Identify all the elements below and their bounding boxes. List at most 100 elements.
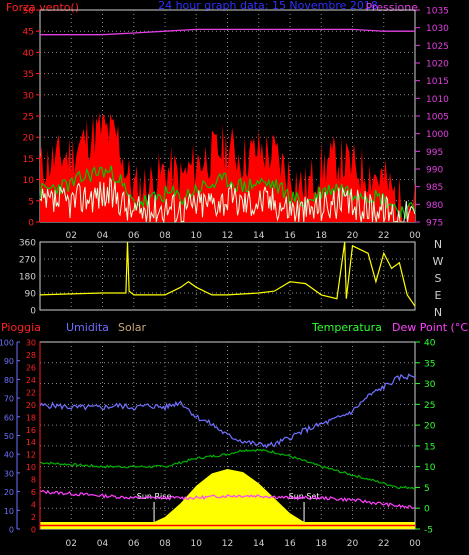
direction-axis-ticks: 0 90 180 270 360: [19, 239, 36, 317]
wind-direction-series-line: [39, 241, 416, 307]
wind-tick-label: 40: [23, 49, 35, 59]
pressure-tick-label: 1000: [426, 130, 449, 140]
pressure-tick-label: 1020: [426, 60, 449, 70]
rain-tick-label: 28: [26, 351, 36, 360]
hour-tick-label: 22: [378, 539, 389, 549]
wind-tick-label: 5: [28, 197, 34, 207]
sunrise-label: Sun Rise: [137, 492, 172, 501]
pressure-tick-label: 995: [426, 148, 443, 158]
wind-tick-label: 45: [23, 28, 34, 38]
wind-speed-line: [39, 176, 416, 224]
humidity-axis-label: Umidita: [66, 321, 109, 334]
pressure-series-line: [40, 28, 415, 36]
hour-tick-label: 22: [378, 231, 389, 241]
hour-tick-label: 02: [66, 231, 77, 241]
wind-tick-label: 30: [23, 91, 35, 101]
pressure-tick-label: 1015: [426, 77, 449, 87]
humidity-tick-label: 70: [4, 395, 14, 404]
wind-tick-label: 50: [23, 7, 35, 17]
pressure-axis-ticks: 975 980 985 990 995 1000 1005 1010 1015 1020 1025 1…: [415, 7, 449, 229]
humidity-tick-label: 80: [4, 376, 14, 385]
rain-tick-label: 30: [26, 339, 36, 348]
temperature-tick-label: 30: [424, 380, 436, 390]
temperature-tick-label: 15: [424, 442, 435, 452]
solar-axis-label: Solar: [118, 321, 147, 334]
humidity-tick-label: 10: [4, 507, 14, 516]
hour-tick-label: 04: [97, 539, 109, 549]
direction-tick-label: 360: [19, 239, 36, 249]
hour-labels-top: 02 04 06 08 10 12 14 16 18 20 22 00: [66, 231, 421, 241]
wind-axis-label: Forza vento(): [6, 1, 79, 14]
wind-tick-label: 20: [23, 134, 35, 144]
rain-tick-label: 8: [31, 476, 36, 485]
humidity-tick-label: 100: [0, 339, 14, 348]
rain-tick-label: 10: [26, 463, 36, 472]
sunset-label: Sun Set: [289, 492, 320, 501]
dew-point-series-line: [39, 489, 416, 509]
hour-tick-label: 12: [222, 231, 233, 241]
wind-tick-label: 25: [23, 113, 34, 123]
temperature-grid: [40, 342, 415, 529]
wind-tick-label: 0: [28, 219, 34, 229]
temperature-tick-label: 25: [424, 401, 435, 411]
rain-tick-label: 22: [26, 388, 36, 397]
rain-tick-label: 20: [26, 401, 36, 410]
pressure-tick-label: 990: [426, 166, 443, 176]
rain-tick-label: 16: [26, 426, 36, 435]
humidity-tick-label: 30: [4, 469, 14, 478]
rain-tick-label: 26: [26, 363, 36, 372]
hour-tick-label: 16: [284, 231, 296, 241]
rain-tick-label: 24: [26, 376, 36, 385]
direction-grid: [40, 242, 415, 310]
rain-tick-label: 14: [26, 438, 36, 447]
wind-tick-label: 35: [23, 70, 34, 80]
humidity-tick-label: 90: [4, 357, 14, 366]
hour-tick-label: 12: [222, 539, 233, 549]
dew-point-axis-label: Dew Point (°C): [392, 321, 469, 334]
rain-band: [40, 522, 415, 529]
temperature-tick-label: 40: [424, 339, 436, 349]
hour-tick-label: 20: [347, 231, 359, 241]
humidity-axis-ticks: 0 10 20 30 40 50 60 70 80 90 100: [0, 339, 20, 535]
hour-tick-label: 18: [316, 539, 328, 549]
hour-tick-label: 10: [191, 539, 203, 549]
wind-average-line: [39, 165, 416, 219]
pressure-axis-label: Pressione: [366, 1, 419, 14]
wind-tick-label: 10: [23, 176, 35, 186]
humidity-tick-label: 60: [4, 413, 14, 422]
hour-tick-label: 14: [253, 231, 265, 241]
pressure-tick-label: 1005: [426, 113, 449, 123]
direction-tick-label: 270: [19, 256, 36, 266]
wind-series: [39, 112, 416, 224]
temperature-tick-label: 5: [424, 484, 430, 494]
pressure-tick-label: 1035: [426, 7, 449, 17]
rain-axis-label: Pioggia: [1, 321, 41, 334]
temperature-tick-label: 0: [424, 505, 430, 515]
hour-tick-label: 06: [128, 231, 140, 241]
temperature-tick-label: 10: [424, 463, 436, 473]
hour-tick-label: 02: [66, 539, 77, 549]
hour-tick-label: 20: [347, 539, 359, 549]
temperature-tick-label: 35: [424, 359, 435, 369]
compass-label: N: [434, 238, 442, 251]
hour-tick-label: 08: [159, 231, 171, 241]
temperature-axis-label: Temperatura: [311, 321, 382, 334]
hour-labels-bottom: 02 04 06 08 10 12 14 16 18 20 22 00: [66, 539, 421, 549]
humidity-tick-label: 50: [4, 432, 14, 441]
direction-tick-label: 90: [25, 290, 37, 300]
humidity-tick-label: 20: [4, 488, 14, 497]
wind-gust-area: [40, 112, 415, 222]
pressure-tick-label: 980: [426, 201, 443, 211]
sun-markers: Sun Rise Sun Set: [137, 492, 320, 522]
rain-tick-label: 6: [31, 488, 36, 497]
hour-tick-label: 00: [409, 539, 421, 549]
chart-title: 24 hour graph data: 15 Novembre 2018: [158, 0, 378, 12]
hour-tick-label: 06: [128, 539, 140, 549]
humidity-series-line: [39, 373, 416, 449]
direction-tick-label: 0: [30, 307, 36, 317]
direction-tick-label: 180: [19, 273, 36, 283]
hour-tick-label: 08: [159, 539, 171, 549]
